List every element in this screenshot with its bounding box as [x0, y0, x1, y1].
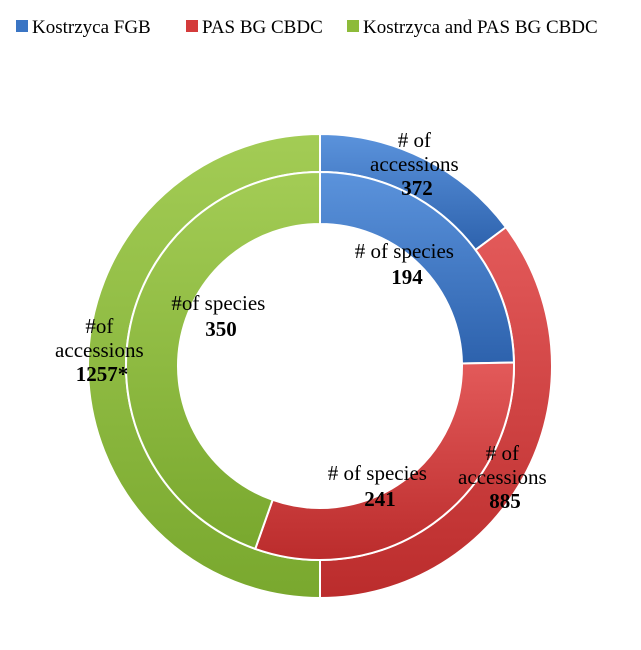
outer-slice-label-pas-bg-cbdc: # of accessions 885 — [458, 441, 552, 513]
inner-slice-label-kostrzyca-fgb: # of species 194 — [355, 239, 459, 289]
legend-entry-kostrzyca-fgb: Kostrzyca FGB — [16, 17, 151, 38]
legend-label-kostrzyca-fgb: Kostrzyca FGB — [32, 17, 151, 38]
donut-rings — [87, 132, 553, 600]
legend-label-kostrzyca-and-pas-bg-cbdc: Kostrzyca and PAS BG CBDC — [363, 17, 598, 38]
legend-entry-kostrzyca-and-pas-bg-cbdc: Kostrzyca and PAS BG CBDC — [347, 17, 598, 38]
inner-slice-pas-bg-cbdc — [253, 361, 515, 561]
legend-label-pas-bg-cbdc: PAS BG CBDC — [202, 17, 323, 38]
legend-entry-pas-bg-cbdc: PAS BG CBDC — [186, 17, 323, 38]
inner-slice-label-kostrzyca-and-pas-bg-cbdc: #of species 350 — [171, 291, 270, 341]
outer-slice-label-kostrzyca-fgb: # of accessions 372 — [370, 128, 464, 200]
legend: Kostrzyca FGB PAS BG CBDC Kostrzyca and … — [16, 17, 598, 38]
slice-labels: # of accessions 372 # of accessions 885 … — [55, 128, 552, 513]
legend-swatch-pas-bg-cbdc — [186, 20, 198, 32]
legend-swatch-kostrzyca-fgb — [16, 20, 28, 32]
legend-swatch-kostrzyca-and-pas-bg-cbdc — [347, 20, 359, 32]
inner-slice-kostrzyca-and-pas-bg-cbdc — [125, 170, 321, 551]
inner-slice-label-pas-bg-cbdc: # of species 241 — [328, 461, 432, 511]
outer-slice-label-kostrzyca-and-pas-bg-cbdc: #of accessions 1257* — [55, 314, 149, 386]
